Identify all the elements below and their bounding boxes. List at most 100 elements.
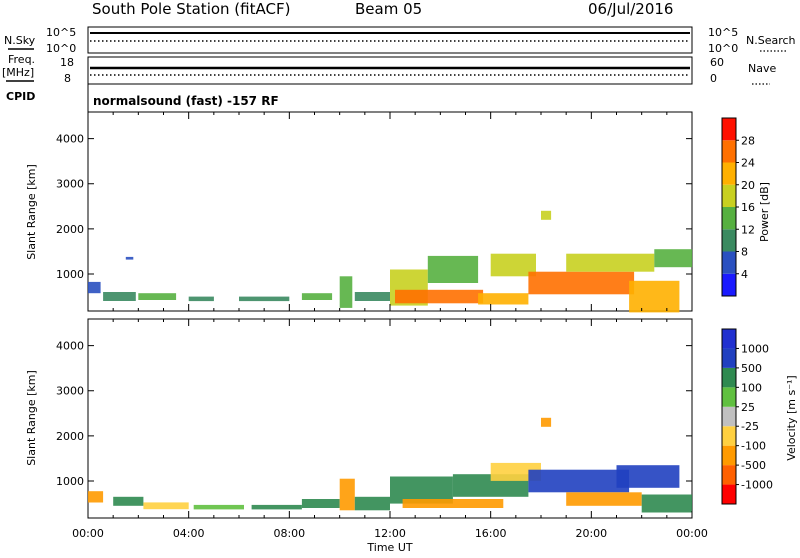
power-ytick-label: 2000 bbox=[56, 223, 84, 236]
power-colorbar-tick-label: 8 bbox=[741, 246, 748, 259]
velocity-ytick-label: 4000 bbox=[56, 340, 84, 353]
velocity-cell bbox=[193, 504, 244, 510]
velocity-yticks: 1000 2000 3000 4000 bbox=[56, 319, 693, 518]
power-ytick-label: 1000 bbox=[56, 268, 84, 281]
velocity-cell bbox=[402, 499, 504, 508]
power-cell bbox=[566, 253, 655, 272]
beam-label: Beam 05 bbox=[355, 0, 422, 18]
time-xticks: 00:00 04:00 08:00 12:00 16:00 20:00 00:00 bbox=[72, 527, 708, 540]
velocity-colorbar-tick-label: -500 bbox=[741, 459, 766, 472]
power-ytick-label: 3000 bbox=[56, 178, 84, 191]
power-colorbar-segment bbox=[722, 118, 736, 141]
velocity-colorbar-label: Velocity [m s⁻¹] bbox=[785, 375, 798, 460]
velocity-colorbar-tick-label: 500 bbox=[741, 362, 762, 375]
chart-title: South Pole Station (fitACF) bbox=[92, 0, 290, 18]
nsky-tick-top: 10^5 bbox=[46, 26, 76, 39]
velocity-ytick-label: 2000 bbox=[56, 430, 84, 443]
power-cells bbox=[88, 210, 693, 313]
velocity-ytick-label: 1000 bbox=[56, 475, 84, 488]
velocity-colorbar-segment bbox=[722, 465, 736, 485]
power-colorbar-segment bbox=[722, 229, 736, 252]
power-cell bbox=[301, 293, 333, 300]
velocity-cell bbox=[113, 496, 144, 506]
velocity-cell bbox=[251, 504, 302, 510]
power-cell bbox=[395, 289, 484, 304]
time-xtick-label: 16:00 bbox=[475, 527, 507, 540]
velocity-cell bbox=[528, 469, 630, 493]
velocity-cell bbox=[339, 478, 355, 511]
power-cell bbox=[427, 255, 479, 283]
nave-tick-top: 60 bbox=[710, 56, 724, 69]
velocity-cell bbox=[354, 496, 390, 511]
velocity-cell bbox=[88, 491, 104, 503]
power-colorbar-tick-label: 28 bbox=[741, 134, 755, 147]
power-cell bbox=[125, 256, 134, 260]
power-cell bbox=[103, 292, 136, 301]
power-cell bbox=[629, 280, 680, 313]
nave-tick-bottom: 0 bbox=[710, 72, 717, 85]
nave-label: Nave bbox=[748, 62, 776, 75]
power-colorbar-segment bbox=[722, 273, 736, 296]
velocity-colorbar-tick-label: 1000 bbox=[741, 342, 769, 355]
power-colorbar-tick-label: 24 bbox=[741, 157, 755, 170]
freq-unit-label: [MHz] bbox=[2, 66, 34, 79]
nsky-strip bbox=[87, 26, 693, 54]
power-colorbar-label: Power [dB] bbox=[758, 182, 771, 242]
velocity-cell bbox=[566, 492, 642, 506]
velocity-cell bbox=[641, 494, 692, 513]
velocity-colorbar-segment bbox=[722, 329, 736, 349]
freq-tick-top: 18 bbox=[60, 56, 74, 69]
power-cell bbox=[490, 253, 536, 277]
cpid-text: normalsound (fast) -157 RF bbox=[93, 94, 279, 108]
velocity-colorbar-tick-label: -100 bbox=[741, 440, 766, 453]
freq-strip bbox=[87, 56, 693, 85]
velocity-colorbar-segment bbox=[722, 484, 736, 504]
power-cell bbox=[138, 293, 177, 300]
power-colorbar-segment bbox=[722, 251, 736, 274]
power-cell bbox=[528, 271, 635, 295]
time-xlabel: Time UT bbox=[366, 541, 412, 554]
freq-tick-bottom: 8 bbox=[64, 72, 71, 85]
velocity-colorbar-tick-label: -25 bbox=[741, 420, 759, 433]
nsky-label: N.Sky bbox=[4, 34, 36, 47]
time-xtick-label: 08:00 bbox=[273, 527, 305, 540]
time-xtick-label: 04:00 bbox=[173, 527, 205, 540]
velocity-ytick-label: 3000 bbox=[56, 385, 84, 398]
velocity-colorbar-segment bbox=[722, 348, 736, 368]
time-xtick-label: 00:00 bbox=[676, 527, 708, 540]
power-cell bbox=[478, 293, 529, 305]
power-yticks: 1000 2000 3000 4000 bbox=[56, 112, 693, 311]
velocity-cell bbox=[541, 417, 552, 427]
velocity-colorbar-segment bbox=[722, 387, 736, 407]
nsky-tick-bottom: 10^0 bbox=[46, 42, 76, 55]
time-xtick-label: 20:00 bbox=[575, 527, 607, 540]
nsearch-label: N.Search bbox=[746, 34, 796, 47]
power-cell bbox=[654, 249, 693, 268]
velocity-colorbar-tick-label: 100 bbox=[741, 381, 762, 394]
power-colorbar-tick-label: 16 bbox=[741, 201, 755, 214]
power-cell bbox=[354, 292, 390, 301]
power-cell bbox=[339, 276, 353, 308]
velocity-colorbar-tick-label: 25 bbox=[741, 401, 755, 414]
power-cell bbox=[239, 296, 290, 302]
nsearch-tick-bottom: 10^0 bbox=[708, 42, 738, 55]
velocity-cells bbox=[88, 417, 692, 513]
time-xtick-label: 12:00 bbox=[374, 527, 406, 540]
velocity-cell bbox=[143, 502, 189, 510]
power-cell bbox=[88, 281, 101, 294]
velocity-cell bbox=[301, 499, 340, 508]
velocity-colorbar: 1000 500 100 25 -25 -100 -500 -1000 bbox=[721, 328, 773, 505]
velocity-colorbar-segment bbox=[722, 367, 736, 388]
power-cell bbox=[188, 296, 214, 302]
velocity-cell bbox=[616, 465, 680, 488]
power-colorbar-tick-label: 20 bbox=[741, 179, 755, 192]
power-ytick-label: 4000 bbox=[56, 133, 84, 146]
power-colorbar-segment bbox=[722, 184, 736, 207]
power-colorbar-segment bbox=[722, 162, 736, 185]
velocity-colorbar-segment bbox=[722, 445, 736, 466]
power-colorbar-tick-label: 4 bbox=[741, 268, 748, 281]
power-colorbar-segment bbox=[722, 140, 736, 163]
velocity-colorbar-segment bbox=[722, 426, 736, 446]
time-xtick-label: 00:00 bbox=[72, 527, 104, 540]
power-colorbar-segment bbox=[722, 207, 736, 230]
